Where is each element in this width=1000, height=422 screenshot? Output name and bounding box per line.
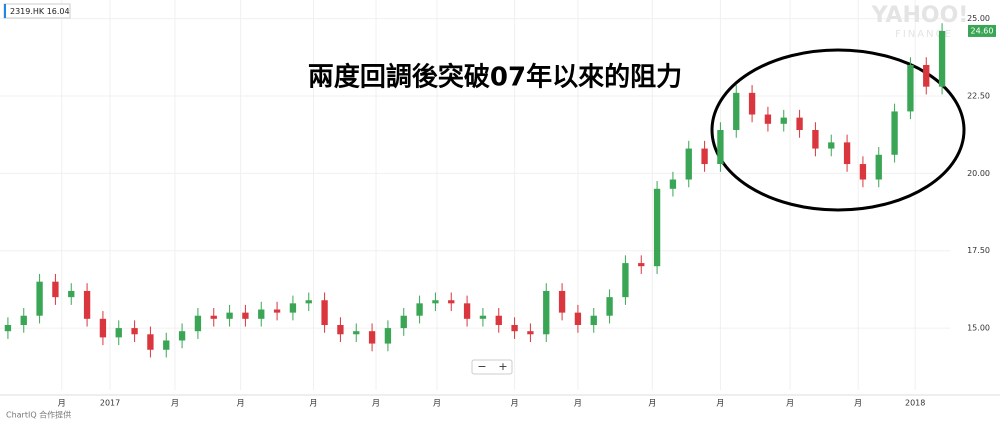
candle-body [812, 130, 819, 149]
y-tick-label: 15.00 [967, 324, 990, 333]
candle-body [448, 300, 455, 304]
candle-body [115, 328, 122, 338]
y-tick-label: 20.00 [967, 169, 990, 178]
candle-body [511, 325, 518, 332]
candle-body [479, 315, 487, 319]
candle-body [99, 318, 107, 338]
candle-body [653, 188, 661, 267]
candle-body [416, 303, 423, 316]
candle-body [669, 179, 677, 189]
candle-body [226, 312, 233, 319]
candle-body [273, 309, 281, 313]
watermark: YAHOO! [871, 3, 969, 28]
candle-body [305, 300, 312, 304]
symbol-label: 2319.HK 16.04 [10, 7, 70, 16]
candle-body [701, 148, 708, 165]
x-tick-label: 月 [786, 399, 794, 408]
candle-body [923, 65, 930, 87]
candle-body [289, 303, 297, 313]
y-tick-label: 22.50 [967, 91, 990, 100]
candle-body [891, 111, 898, 155]
candle-body [859, 164, 867, 180]
candle-body [638, 263, 645, 267]
credit: ChartIQ 合作提供 [6, 410, 71, 420]
candle-body [400, 315, 407, 329]
candle-body [780, 117, 787, 124]
candle-body [527, 331, 534, 335]
candle-body [606, 297, 613, 316]
candle-body [52, 281, 59, 298]
candle-body [828, 142, 835, 149]
candle-body [463, 303, 471, 319]
candle-body [178, 331, 186, 341]
zoom-out[interactable]: − [477, 360, 486, 373]
x-tick-label: 月 [648, 399, 656, 408]
x-tick-label: 2017 [100, 399, 120, 408]
x-tick-label: 月 [372, 399, 380, 408]
x-tick-label: 月 [574, 399, 582, 408]
candle-body [622, 263, 629, 298]
candle-body [321, 300, 328, 325]
x-tick-label: 月 [433, 399, 441, 408]
candle-body [733, 92, 740, 130]
candle-body [764, 114, 772, 124]
candle-body [717, 130, 724, 165]
candle-body [163, 340, 170, 350]
candle-body [685, 148, 692, 180]
candle-body [353, 331, 360, 335]
x-tick-label: 月 [171, 399, 179, 408]
watermark-sub: FINANCE [895, 29, 953, 40]
highlight-ellipse [710, 48, 966, 212]
candle-body [590, 315, 597, 325]
x-tick-label: 月 [237, 399, 245, 408]
x-tick-label: 月 [511, 399, 519, 408]
candle-body [843, 142, 851, 165]
candle-body [495, 315, 502, 325]
candle-body [36, 281, 43, 316]
annotation: 兩度回調後突破07年以來的阻力 [308, 62, 682, 93]
candle-body [384, 328, 392, 344]
candle-body [68, 290, 75, 298]
x-tick-label: 月 [310, 399, 318, 408]
candle-body [558, 290, 566, 313]
x-tick-label: 月 [716, 399, 724, 408]
y-tick-label: 25.00 [967, 14, 990, 23]
candle-body [147, 334, 154, 350]
candle-body [20, 315, 27, 325]
candle-body [368, 331, 376, 344]
candle-body [574, 312, 582, 325]
candle-body [131, 328, 138, 335]
symbol-accent [4, 4, 6, 18]
x-tick-label: 月 [854, 399, 862, 408]
candle-body [875, 154, 882, 180]
candle-body [83, 290, 91, 319]
grid [0, 0, 950, 390]
candle-body [907, 65, 914, 112]
y-tick-label: 17.50 [967, 246, 990, 255]
candle-body [432, 300, 439, 304]
candle-body [337, 325, 344, 335]
candle-body [748, 92, 756, 115]
candle-body [4, 325, 12, 332]
zoom-control[interactable] [471, 359, 513, 375]
zoom-in[interactable]: + [498, 360, 507, 373]
candle-body [543, 290, 550, 335]
candle-body [242, 312, 249, 319]
candle-body [938, 30, 946, 87]
last-price-label: 24.60 [971, 26, 994, 35]
candle-body [796, 117, 803, 130]
candle-body [210, 315, 217, 319]
candle-body [258, 309, 265, 319]
candle-body [194, 315, 202, 332]
last-price-badge [968, 24, 996, 37]
x-tick-label: 2018 [905, 399, 925, 408]
x-tick-label: 月 [58, 399, 66, 408]
